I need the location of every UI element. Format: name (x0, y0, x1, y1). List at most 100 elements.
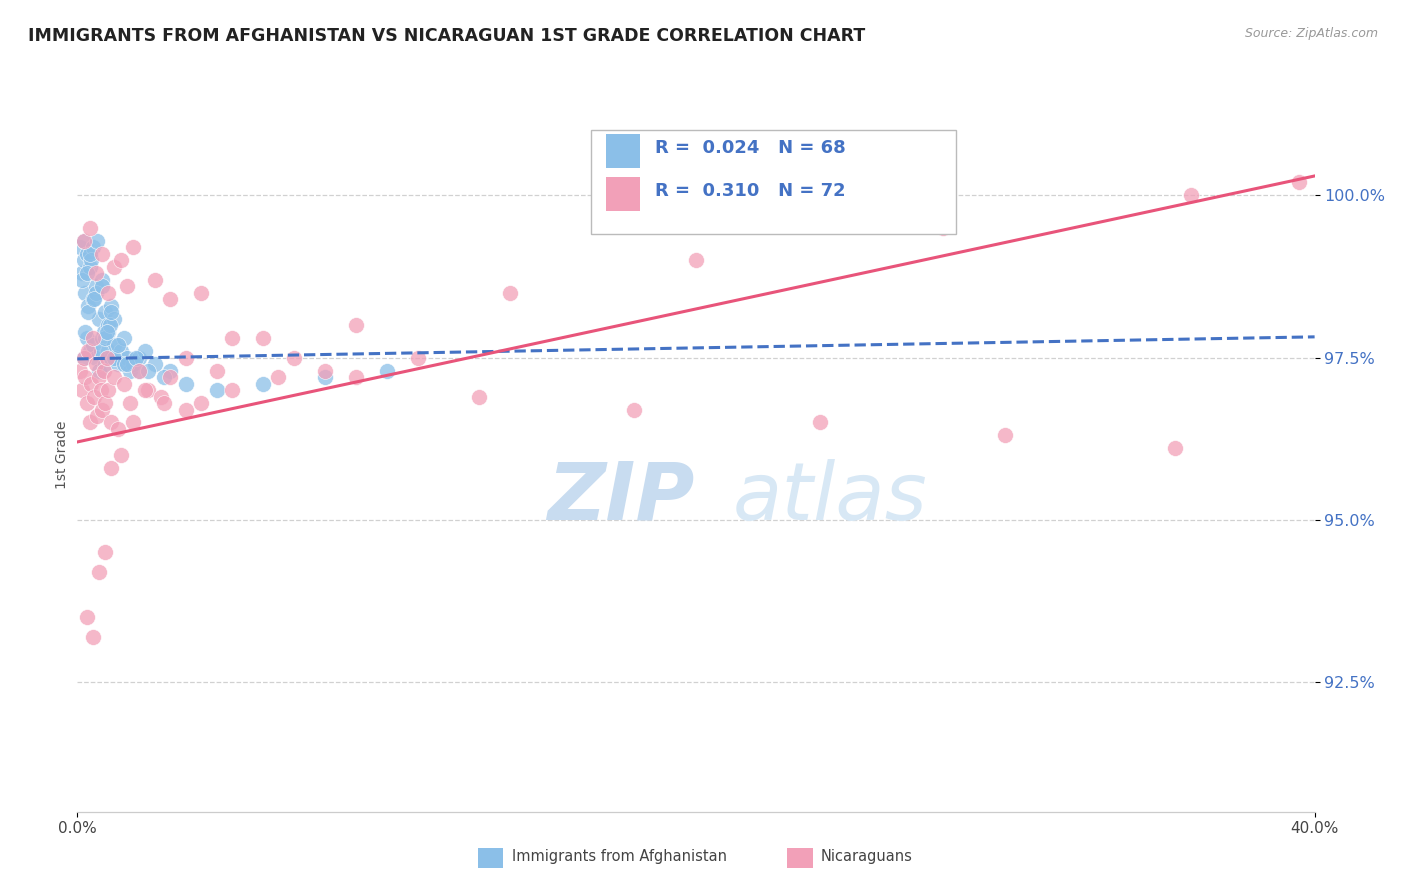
Point (79, 344, 101, 359)
Point (623, 402, 645, 417)
Point (76, 266, 98, 280)
Point (103, 260, 125, 274)
Point (159, 363, 181, 377)
Point (82, 331, 104, 345)
Point (70, 383, 93, 397)
Point (112, 357, 135, 371)
Point (1288, 176, 1310, 190)
Point (97, 318, 120, 333)
Point (994, 428, 1017, 442)
Point (94, 396, 117, 410)
Point (80, 376, 103, 391)
Point (84, 266, 107, 280)
Y-axis label: 1st Grade: 1st Grade (55, 421, 69, 489)
Point (115, 357, 138, 371)
Point (110, 344, 132, 359)
Point (205, 383, 228, 397)
Text: IMMIGRANTS FROM AFGHANISTAN VS NICARAGUAN 1ST GRADE CORRELATION CHART: IMMIGRANTS FROM AFGHANISTAN VS NICARAGUA… (28, 27, 865, 45)
Text: ZIP: ZIP (547, 458, 695, 537)
Point (83, 390, 105, 404)
Point (84, 357, 107, 371)
Point (90, 344, 111, 359)
Point (314, 363, 336, 377)
Point (72, 351, 94, 365)
Point (97, 325, 120, 339)
Point (70, 266, 93, 280)
Point (83, 292, 105, 306)
Point (125, 351, 148, 365)
Point (107, 337, 129, 351)
Point (103, 351, 125, 365)
Point (79, 220, 101, 235)
Point (122, 416, 145, 430)
Point (685, 253, 707, 268)
Point (252, 331, 274, 345)
Point (190, 285, 212, 300)
Point (86, 234, 108, 248)
Point (91, 273, 114, 287)
Point (110, 448, 132, 462)
Point (75, 370, 96, 384)
Point (138, 383, 160, 397)
Point (94, 305, 117, 319)
Point (406, 351, 429, 365)
Point (252, 376, 274, 391)
Point (86, 409, 108, 423)
Point (94, 331, 117, 345)
Point (82, 240, 104, 254)
Point (82, 337, 104, 351)
Point (1164, 442, 1187, 456)
Point (77, 305, 100, 319)
Point (267, 370, 290, 384)
Point (110, 253, 132, 268)
Point (91, 402, 114, 417)
Point (128, 363, 150, 377)
Point (84, 285, 107, 300)
Point (75, 325, 96, 339)
Point (115, 279, 138, 293)
Point (122, 240, 145, 254)
Point (190, 396, 212, 410)
Point (159, 292, 181, 306)
Point (100, 461, 122, 475)
Point (94, 357, 117, 371)
Point (70, 273, 93, 287)
Point (468, 390, 491, 404)
Point (84, 279, 107, 293)
FancyBboxPatch shape (591, 130, 956, 234)
Point (87, 370, 110, 384)
Point (98, 318, 121, 333)
Point (344, 318, 367, 333)
Point (87, 311, 110, 326)
Point (1180, 188, 1202, 202)
Text: Immigrants from Afghanistan: Immigrants from Afghanistan (512, 849, 727, 863)
FancyBboxPatch shape (606, 178, 640, 211)
FancyBboxPatch shape (606, 135, 640, 168)
Point (107, 422, 129, 436)
Point (103, 370, 125, 384)
Point (283, 351, 305, 365)
Point (87, 565, 110, 579)
Point (174, 402, 197, 417)
Point (75, 285, 96, 300)
Point (91, 247, 114, 261)
Point (77, 299, 100, 313)
Point (82, 630, 104, 644)
Point (118, 363, 141, 377)
Point (72, 234, 94, 248)
Point (91, 331, 114, 345)
Point (112, 331, 135, 345)
Point (221, 383, 243, 397)
Point (174, 376, 197, 391)
Point (103, 311, 125, 326)
Point (80, 253, 103, 268)
Point (100, 305, 122, 319)
Point (138, 363, 160, 377)
Point (97, 285, 120, 300)
Point (97, 344, 120, 359)
Point (79, 416, 101, 430)
Point (115, 351, 138, 365)
Point (87, 363, 110, 377)
Point (153, 370, 176, 384)
Point (174, 351, 197, 365)
